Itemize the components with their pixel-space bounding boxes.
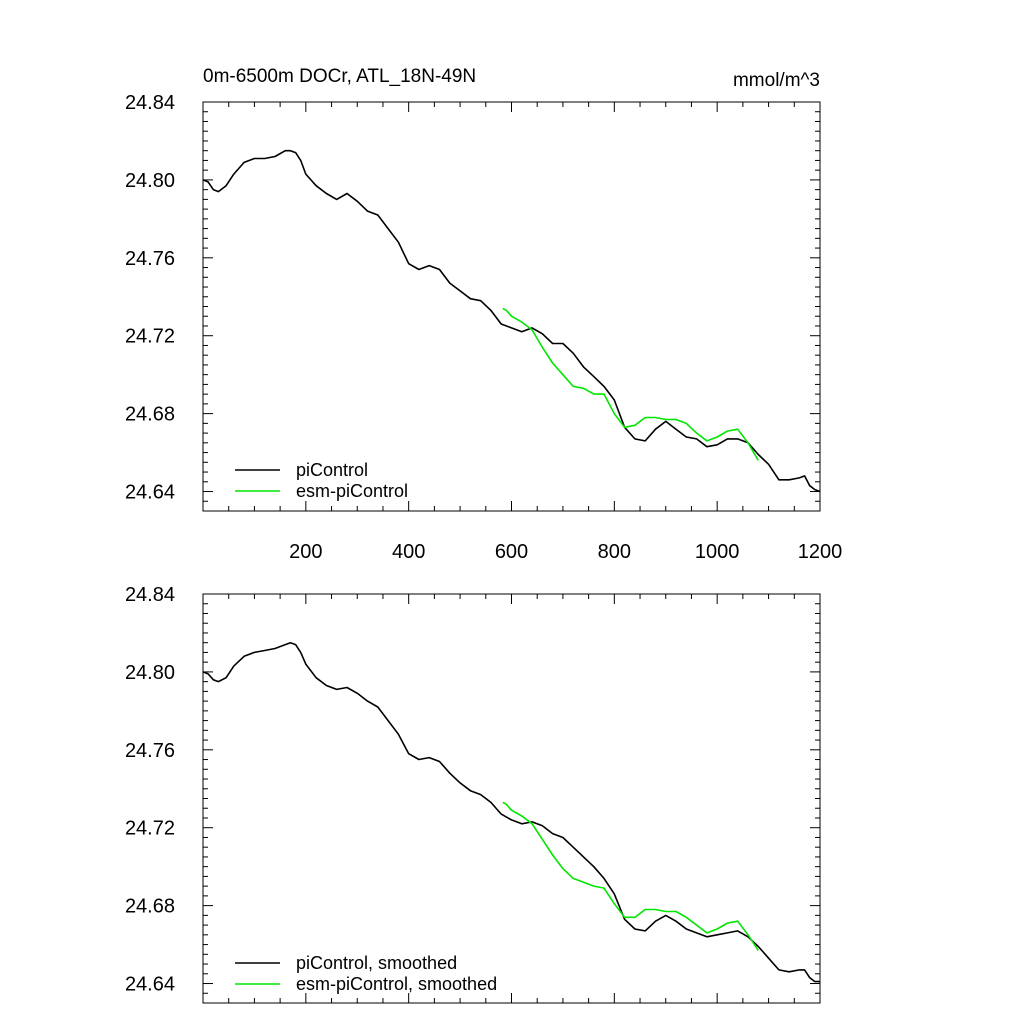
bottom-series-line-picontrol [202,641,820,983]
top-xtick-label: 200 [289,541,322,563]
top-ytick-label: 24.84 [125,92,175,114]
bottom-legend-label: esm-piControl, smoothed [296,974,497,994]
bottom-ytick-label: 24.64 [125,974,175,996]
bottom-ytick-label: 24.80 [125,662,175,684]
top-legend-label: piControl [296,460,368,480]
chart-title: 0m-6500m DOCr, ATL_18N-49N [203,66,476,87]
bottom-ytick-label: 24.68 [125,896,175,918]
bottom-ytick-label: 24.72 [125,818,175,840]
top-ytick-label: 24.68 [125,404,175,426]
top-ytick-label: 24.72 [125,326,175,348]
bottom-ytick-label: 24.76 [125,740,175,762]
top-series-line-esm-picontrol [502,307,759,461]
top-ytick-label: 24.80 [125,170,175,192]
top-legend-label: esm-piControl [296,481,408,501]
top-ytick-label: 24.76 [125,248,175,270]
top-xtick-label: 1000 [695,541,740,563]
bottom-panel: 24.64 24.68 24.72 24.76 24.80 24.84 piControl,… [125,584,821,1004]
top-xtick-label: 600 [495,541,528,563]
top-ytick-label: 24.64 [125,482,175,504]
bottom-ytick-label: 24.84 [125,584,175,606]
top-xtick-label: 400 [392,541,425,563]
units-label: mmol/m^3 [733,70,820,91]
bottom-legend-label: piControl, smoothed [296,953,457,973]
top-xtick-label: 1200 [798,541,843,563]
bottom-series-line-esm-picontrol [502,801,759,951]
bottom-plot-frame [202,593,821,1004]
top-panel: 24.64 24.68 24.72 24.76 24.80 24.84 200 400 600 8… [125,66,842,563]
top-series-line-picontrol [202,149,821,493]
top-plot-frame [202,101,821,512]
top-xtick-label: 800 [598,541,631,563]
